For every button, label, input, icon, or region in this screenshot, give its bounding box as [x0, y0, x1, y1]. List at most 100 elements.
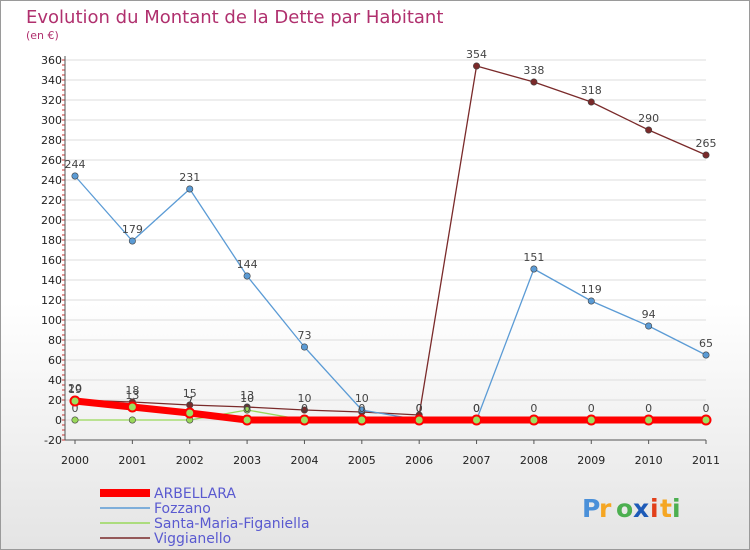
data-label: 318	[581, 84, 602, 97]
data-label: 73	[297, 329, 311, 342]
data-label: 0	[645, 402, 652, 415]
data-label: 0	[703, 402, 710, 415]
data-label: 94	[642, 308, 656, 321]
data-point	[471, 414, 483, 426]
legend-entry: ARBELLARA	[154, 486, 236, 502]
y-tick-label: -20	[44, 434, 62, 447]
x-tick-label: 2001	[118, 454, 146, 467]
data-point	[528, 414, 540, 426]
x-tick-label: 2000	[61, 454, 89, 467]
data-point	[413, 414, 425, 426]
y-tick-label: 180	[41, 234, 62, 247]
y-tick-label: 60	[48, 354, 62, 367]
legend-entry: Viggianello	[154, 531, 231, 547]
data-label: 338	[523, 64, 544, 77]
data-label: 179	[122, 223, 143, 236]
data-label: 151	[523, 251, 544, 264]
logo-letter: o	[616, 494, 633, 523]
logo-letter: x	[633, 494, 649, 523]
data-label: 0	[416, 402, 423, 415]
data-label: 10	[355, 392, 369, 405]
data-label: 19	[68, 383, 82, 396]
data-point	[358, 406, 366, 414]
y-tick-label: 220	[41, 194, 62, 207]
data-label: 7	[186, 395, 193, 408]
data-point	[587, 98, 595, 106]
data-point	[186, 185, 194, 193]
y-tick-label: 100	[41, 314, 62, 327]
series-line-fozzano	[74, 175, 707, 421]
data-label: 13	[125, 389, 139, 402]
data-label: 244	[65, 158, 86, 171]
x-tick-label: 2003	[233, 454, 261, 467]
x-tick-label: 2002	[176, 454, 204, 467]
data-label: 265	[696, 137, 717, 150]
data-point	[128, 237, 136, 245]
data-point	[184, 407, 196, 419]
data-label: 119	[581, 283, 602, 296]
data-point	[241, 414, 253, 426]
data-point	[71, 416, 79, 424]
y-tick-label: 200	[41, 214, 62, 227]
data-label: 0	[301, 402, 308, 415]
legend: ARBELLARAFozzanoSanta-Maria-FiganiellaVi…	[100, 486, 310, 547]
data-point	[356, 414, 368, 426]
data-point	[702, 151, 710, 159]
y-tick-label: 140	[41, 274, 62, 287]
data-point	[473, 62, 481, 70]
y-tick-label: 160	[41, 254, 62, 267]
y-tick-label: 120	[41, 294, 62, 307]
data-point	[530, 265, 538, 273]
logo-letter: P	[582, 494, 600, 523]
x-tick-label: 2007	[463, 454, 491, 467]
logo-letter: i	[672, 494, 681, 523]
data-point	[298, 414, 310, 426]
data-label: 144	[237, 258, 258, 271]
y-tick-label: 300	[41, 114, 62, 127]
data-label: 290	[638, 112, 659, 125]
y-tick-label: 340	[41, 74, 62, 87]
y-tick-label: 40	[48, 374, 62, 387]
data-point	[530, 78, 538, 86]
data-point	[300, 406, 308, 414]
chart-subtitle: (en €)	[26, 29, 59, 42]
data-point	[300, 343, 308, 351]
data-label: 0	[72, 402, 79, 415]
data-label: 18	[125, 384, 139, 397]
data-label: 0	[358, 402, 365, 415]
y-tick-label: 80	[48, 334, 62, 347]
chart-title: Evolution du Montant de la Dette par Hab…	[26, 7, 443, 28]
data-point	[585, 414, 597, 426]
x-tick-label: 2005	[348, 454, 376, 467]
y-tick-label: 360	[41, 54, 62, 67]
x-tick-label: 2009	[577, 454, 605, 467]
data-point	[643, 414, 655, 426]
data-label: 10	[297, 392, 311, 405]
data-point	[700, 414, 712, 426]
y-tick-label: 0	[55, 414, 62, 427]
data-label: 15	[183, 387, 197, 400]
data-point	[71, 172, 79, 180]
logo-letter: r	[599, 494, 612, 523]
data-label: 10	[240, 392, 254, 405]
series-layer: 20 18 15 13 10354338318290265010244179231144…	[65, 48, 717, 426]
legend-entry: Fozzano	[154, 501, 211, 517]
data-label: 0	[588, 402, 595, 415]
proxiti-logo: Pr o x i t i	[582, 494, 681, 523]
data-label: 65	[699, 337, 713, 350]
x-tick-label: 2010	[635, 454, 663, 467]
data-label: 13	[240, 389, 254, 402]
data-label: 354	[466, 48, 487, 61]
data-point	[69, 395, 81, 407]
data-point	[645, 322, 653, 330]
data-point	[126, 401, 138, 413]
y-tick-label: 20	[48, 394, 62, 407]
x-tick-label: 2006	[405, 454, 433, 467]
data-point	[645, 126, 653, 134]
data-label: 0	[473, 402, 480, 415]
series-line-viggianello	[74, 65, 707, 416]
logo-letter: t	[660, 494, 672, 523]
x-tick-label: 2004	[290, 454, 318, 467]
